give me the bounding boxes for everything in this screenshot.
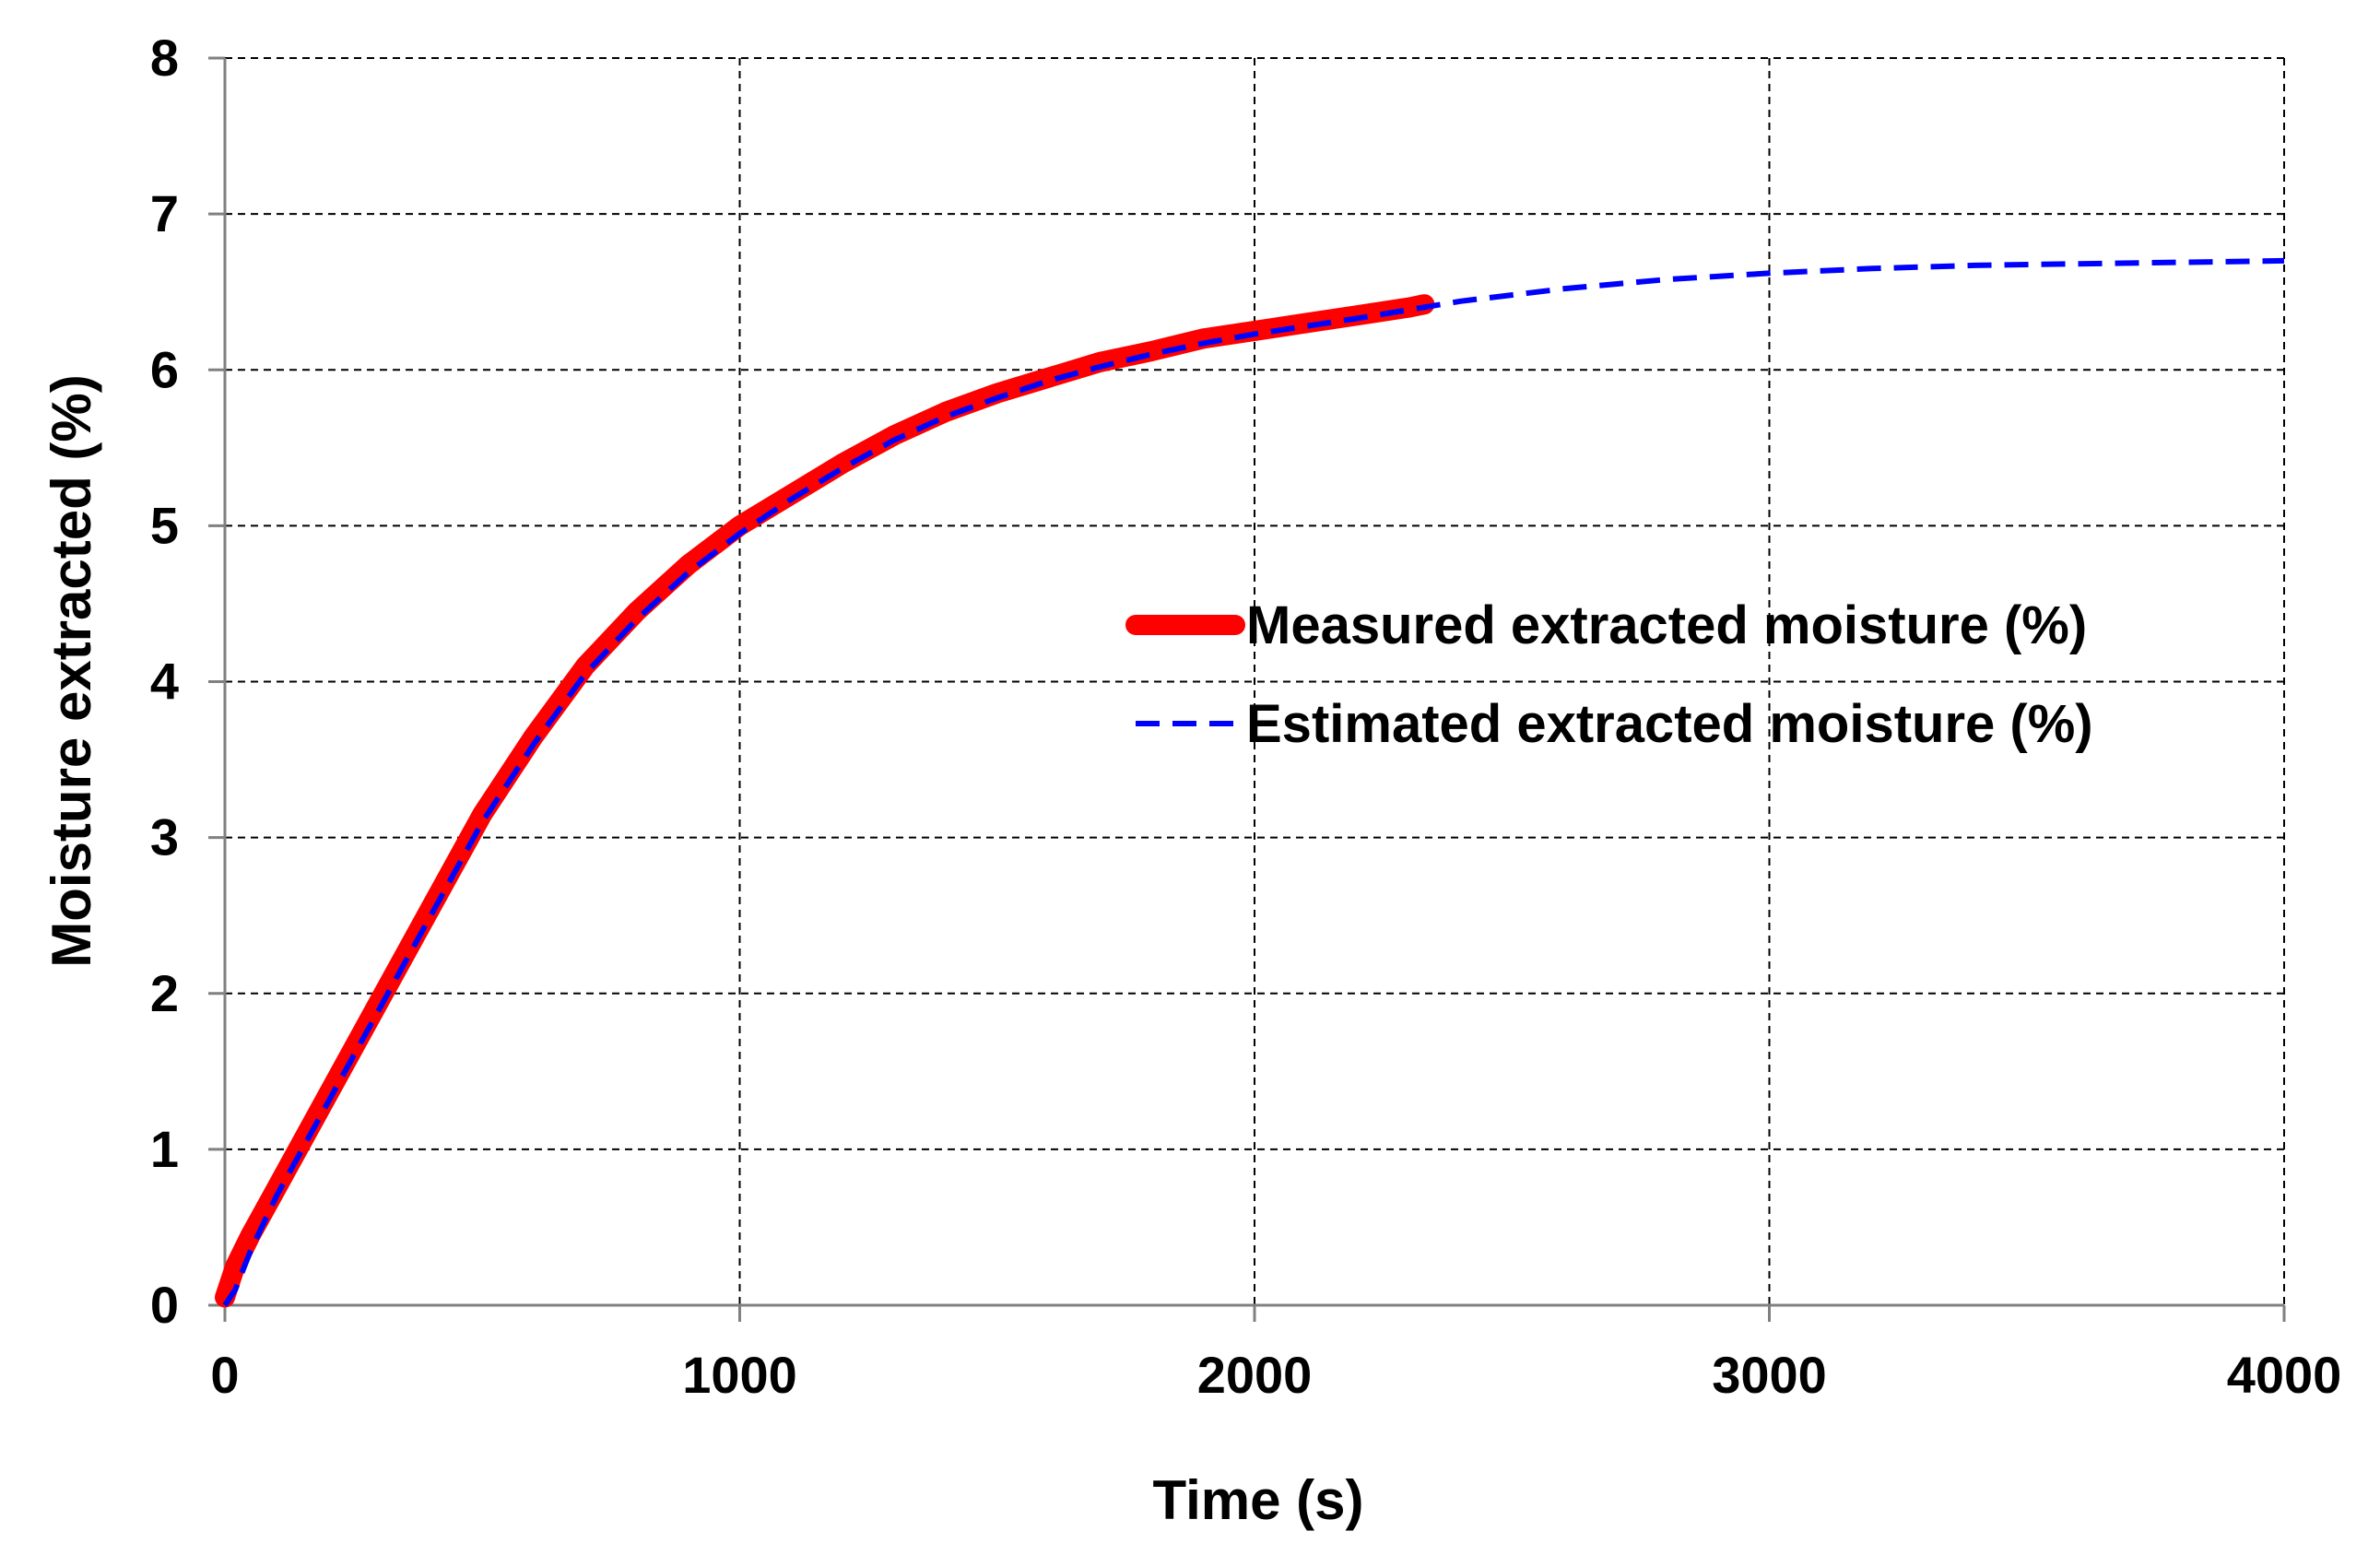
tick-labels: 0 1 2 3 4 5 6 7 8 0 1000 2000 3000 4000 [150, 29, 2341, 1404]
x-tick-label: 0 [210, 1346, 239, 1404]
y-tick-label: 8 [150, 29, 179, 87]
legend-label-measured: Measured extracted moisture (%) [1246, 595, 2087, 655]
y-tick-label: 2 [150, 964, 179, 1022]
y-tick-label: 0 [150, 1276, 179, 1334]
series-line-measured [215, 294, 1435, 1308]
legend-label-estimated: Estimated extracted moisture (%) [1246, 694, 2093, 754]
y-tick-label: 3 [150, 808, 179, 866]
x-tick-label: 2000 [1197, 1346, 1313, 1404]
series-layer [215, 257, 2285, 1308]
legend: Measured extracted moisture (%) Estimate… [1125, 595, 2093, 754]
axes [208, 56, 2286, 1322]
y-tick-label: 7 [150, 184, 179, 242]
series-line-estimated [222, 257, 2285, 1307]
grid [225, 57, 2285, 1305]
x-axis-title: Time (s) [1153, 1469, 1364, 1531]
y-tick-label: 4 [150, 653, 179, 711]
y-tick-label: 1 [150, 1120, 179, 1178]
y-axis-title: Moisture extracted (%) [41, 374, 102, 967]
y-tick-label: 6 [150, 340, 179, 398]
x-tick-label: 1000 [682, 1346, 797, 1404]
y-tick-label: 5 [150, 496, 179, 554]
x-tick-label: 4000 [2227, 1346, 2342, 1404]
x-tick-label: 3000 [1712, 1346, 1827, 1404]
